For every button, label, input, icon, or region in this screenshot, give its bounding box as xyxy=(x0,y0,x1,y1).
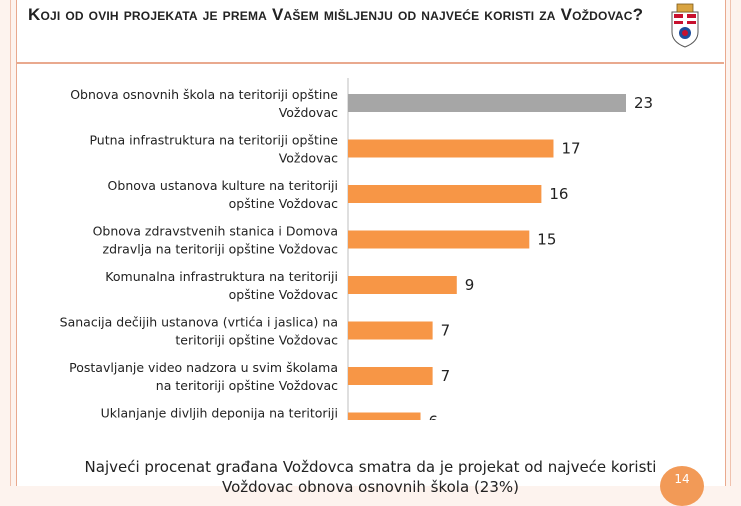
data-label: 15 xyxy=(537,231,556,249)
category-label: Komunalna infrastruktura na teritoriji xyxy=(105,269,338,284)
category-label: Obnova ustanova kulture na teritoriji xyxy=(108,178,338,193)
bar xyxy=(348,139,554,158)
category-label: zdravlja na teritoriji opštine Voždovac xyxy=(103,242,339,257)
data-label: 7 xyxy=(441,367,451,385)
category-label: Obnova zdravstvenih stanica i Domova xyxy=(93,224,338,239)
footer-text-line-1: Najveći procenat građana Voždovca smatra… xyxy=(84,458,657,476)
category-label: Uklanjanje divljih deponija na teritorij… xyxy=(101,406,338,421)
page-number-badge: 14 xyxy=(660,466,704,506)
bar xyxy=(348,185,542,203)
left-border-stripe xyxy=(10,0,11,486)
bar xyxy=(348,276,457,294)
category-label: Voždovac xyxy=(279,105,338,120)
bar-chart: 23 Obnova osnovnih škola na teritoriji op… xyxy=(60,78,653,421)
category-label: Putna infrastruktura na teritoriji opšti… xyxy=(89,133,338,148)
data-label: 9 xyxy=(465,276,475,294)
bar xyxy=(348,412,421,420)
category-label: teritoriji opštine Voždovac xyxy=(175,333,338,348)
data-label: 6 xyxy=(429,413,439,421)
category-label: na teritoriji opštine Voždovac xyxy=(156,378,338,393)
coat-of-arms-logo xyxy=(671,3,699,48)
category-label: Sanacija dečijih ustanova (vrtića i jasl… xyxy=(60,315,338,330)
data-label: 23 xyxy=(634,94,653,112)
data-label: 16 xyxy=(549,185,568,203)
bar xyxy=(348,367,433,385)
title-divider xyxy=(16,62,724,64)
bar xyxy=(348,321,433,340)
category-label: Obnova osnovnih škola na teritoriji opšt… xyxy=(70,87,338,102)
category-label: opštine Voždovac xyxy=(229,196,338,211)
bar xyxy=(348,230,530,249)
footer-text-line-2: Voždovac obnova osnovnih škola (23%) xyxy=(222,478,519,496)
data-label: 17 xyxy=(561,140,580,158)
right-border-stripe xyxy=(730,0,731,486)
category-label: opštine Voždovac xyxy=(229,287,338,302)
bar xyxy=(348,94,626,112)
data-label: 7 xyxy=(441,322,451,340)
category-label: Voždovac xyxy=(279,151,338,166)
category-label: Postavljanje video nadzora u svim školam… xyxy=(69,360,338,375)
slide-title: Koji od ovih projekata je prema Vašem mi… xyxy=(28,5,644,24)
